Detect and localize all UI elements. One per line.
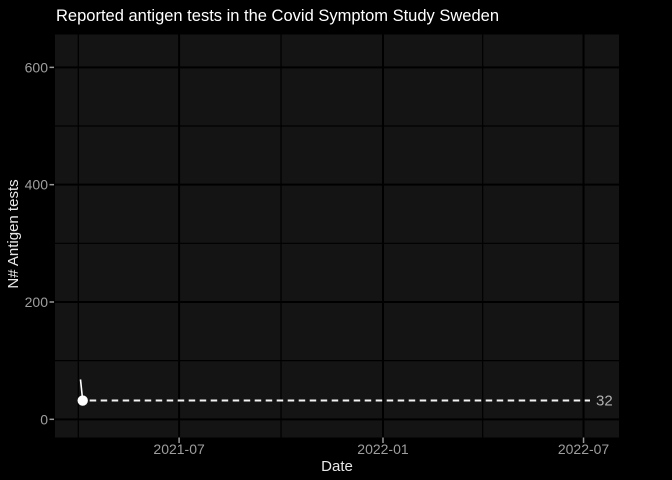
x-tick-label: 2021-07 (153, 441, 205, 457)
data-point-marker (77, 395, 88, 406)
x-tick-label: 2022-01 (357, 441, 409, 457)
panel-background (55, 34, 619, 438)
reference-value-label: 32 (596, 393, 613, 410)
x-tick-label: 2022-07 (558, 441, 610, 457)
y-tick-label: 0 (40, 411, 48, 427)
y-tick-label: 600 (25, 59, 49, 75)
y-tick-label: 400 (25, 177, 49, 193)
x-axis-title: Date (321, 458, 353, 475)
y-tick-label: 200 (25, 294, 49, 310)
chart-title: Reported antigen tests in the Covid Symp… (56, 7, 499, 25)
